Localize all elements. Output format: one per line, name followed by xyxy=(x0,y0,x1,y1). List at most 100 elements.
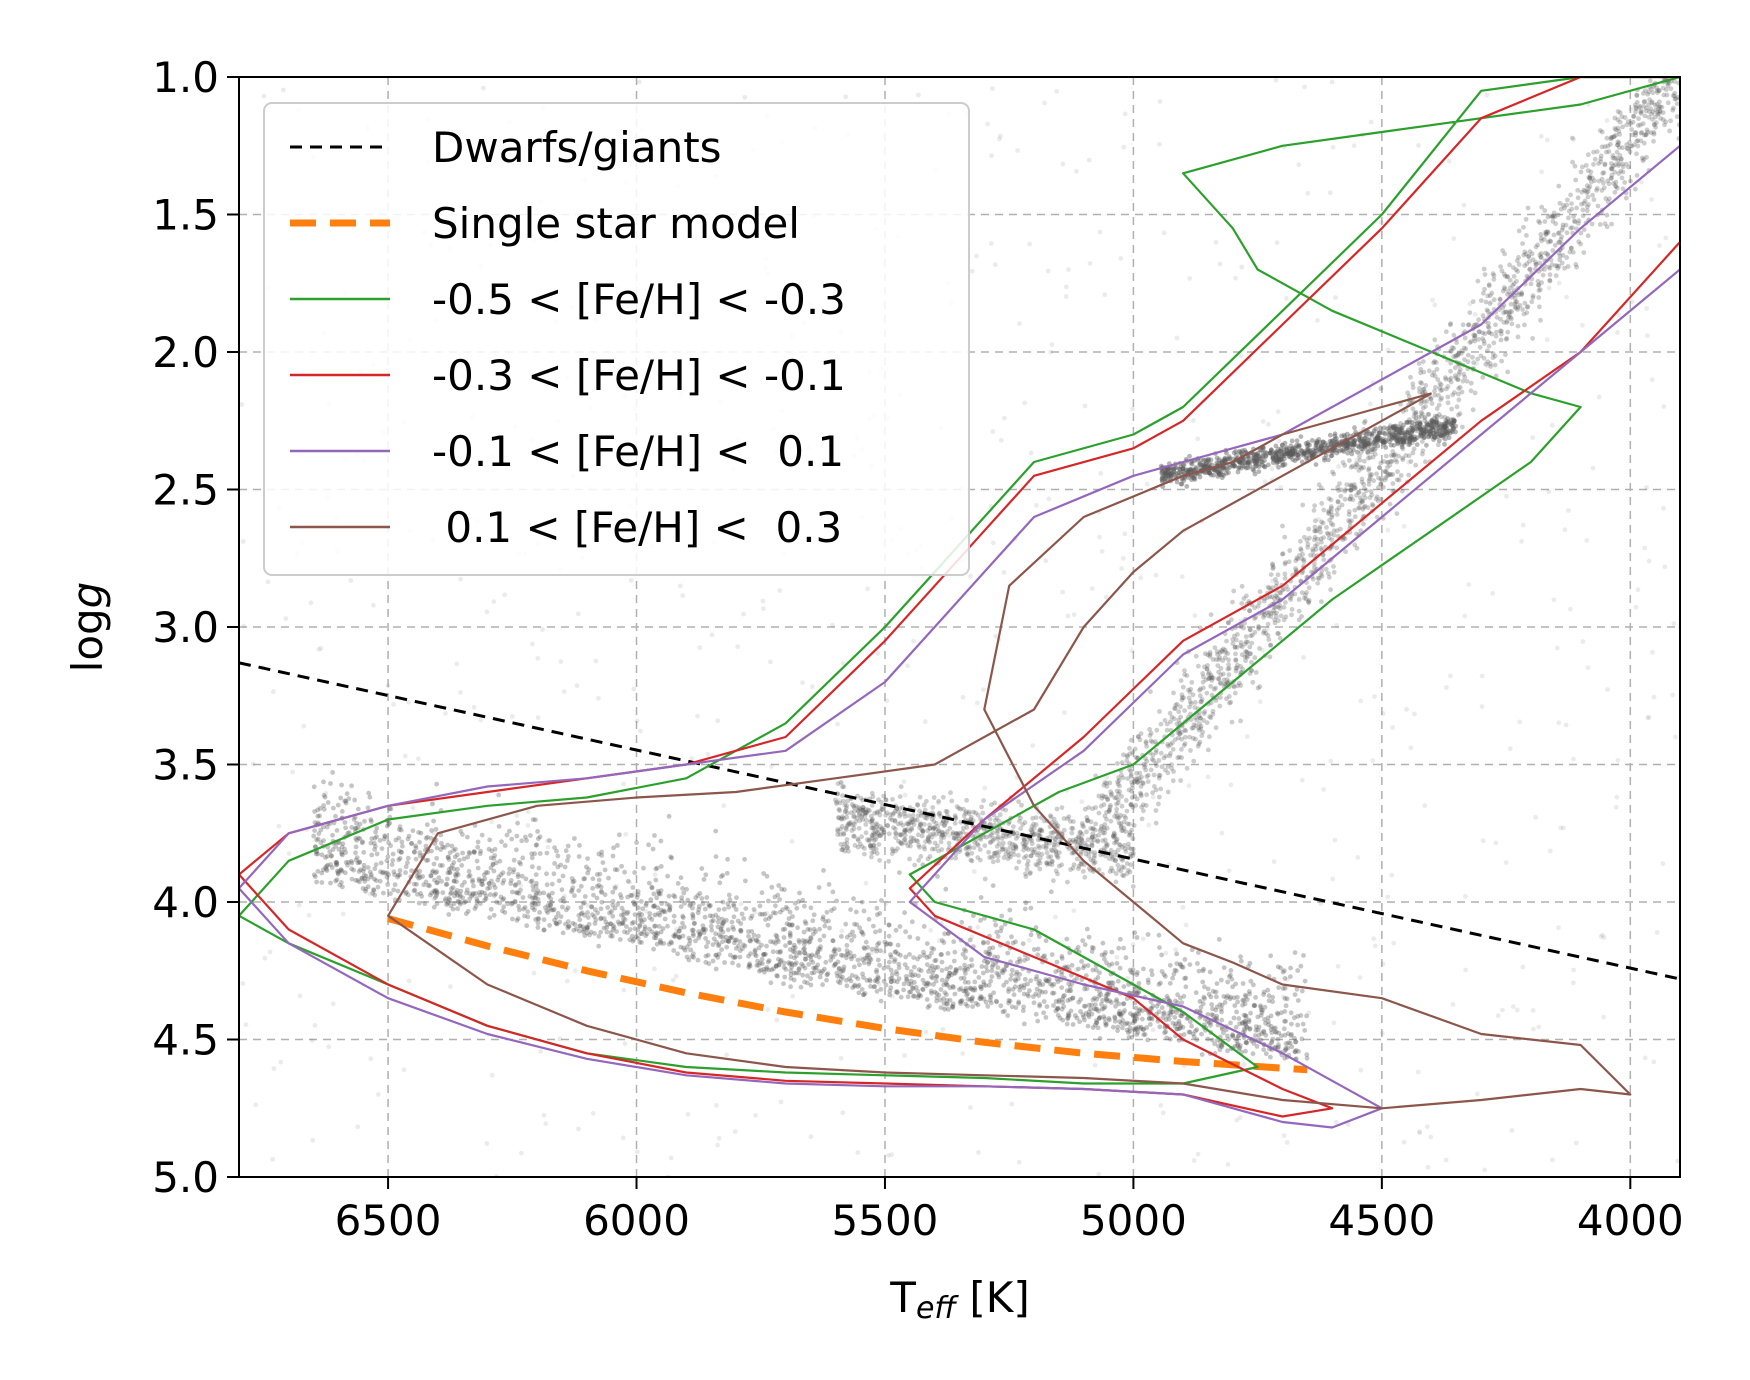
scatter-point xyxy=(830,938,835,943)
scatter-point xyxy=(1115,961,1120,966)
scatter-point xyxy=(1209,1012,1214,1017)
scatter-point xyxy=(1371,478,1376,483)
scatter-point xyxy=(1688,120,1693,125)
scatter-point xyxy=(1493,363,1498,368)
scatter-point xyxy=(1126,842,1131,847)
scatter-point xyxy=(355,855,360,860)
scatter-point xyxy=(680,914,685,919)
scatter-point xyxy=(1097,811,1102,816)
scatter-point xyxy=(731,927,736,932)
scatter-point xyxy=(1234,1010,1239,1015)
scatter-point xyxy=(570,876,575,881)
scatter-point xyxy=(1134,1032,1139,1037)
scatter-point xyxy=(1068,867,1073,872)
scatter-point xyxy=(1213,645,1218,650)
scatter-point xyxy=(700,896,705,901)
scatter-point xyxy=(996,965,1001,970)
scatter-point xyxy=(833,962,838,967)
scatter-point xyxy=(833,798,838,803)
scatter-point xyxy=(312,828,317,833)
scatter-point xyxy=(460,895,465,900)
scatter-point xyxy=(1111,1025,1116,1030)
scatter-point xyxy=(514,834,519,839)
scatter-point xyxy=(1289,1032,1294,1037)
scatter-point xyxy=(742,857,747,862)
scatter-point xyxy=(725,871,730,876)
scatter-point xyxy=(800,973,805,978)
scatter-point xyxy=(1086,854,1091,859)
scatter-point xyxy=(983,950,988,955)
scatter-point xyxy=(941,819,946,824)
scatter-point xyxy=(455,906,460,911)
scatter-point xyxy=(1299,1013,1304,1018)
scatter-point xyxy=(1126,868,1131,873)
scatter-point xyxy=(709,919,714,924)
scatter-point xyxy=(1667,71,1672,76)
scatter-point xyxy=(1093,834,1098,839)
scatter-point xyxy=(1162,756,1167,761)
scatter-point xyxy=(693,895,698,900)
scatter-point xyxy=(679,875,684,880)
scatter-point xyxy=(565,858,570,863)
scatter-point xyxy=(757,969,762,974)
scatter-point xyxy=(808,935,813,940)
scatter-point xyxy=(361,850,366,855)
scatter-point xyxy=(572,893,577,898)
scatter-point xyxy=(850,930,855,935)
scatter-point xyxy=(915,839,920,844)
scatter-point xyxy=(314,852,319,857)
scatter-point xyxy=(558,863,563,868)
scatter-point xyxy=(1353,514,1358,519)
scatter-point xyxy=(1395,511,1400,516)
scatter-point xyxy=(1067,989,1072,994)
scatter-point xyxy=(999,914,1004,919)
scatter-point xyxy=(1051,1003,1056,1008)
scatter-point xyxy=(877,842,882,847)
scatter-point xyxy=(857,925,862,930)
scatter-point xyxy=(1179,678,1184,683)
scatter-point xyxy=(774,973,779,978)
scatter-point xyxy=(1114,807,1119,812)
scatter-point xyxy=(829,954,834,959)
scatter-point xyxy=(1552,233,1557,238)
scatter-point xyxy=(1082,875,1087,880)
scatter-point xyxy=(1344,482,1349,487)
scatter-point xyxy=(1670,108,1675,113)
scatter-point xyxy=(398,873,403,878)
scatter-point xyxy=(1282,1009,1287,1014)
scatter-point xyxy=(343,820,348,825)
scatter-point xyxy=(1174,952,1179,957)
scatter-point xyxy=(1197,714,1202,719)
scatter-point xyxy=(688,938,693,943)
scatter-point xyxy=(726,927,731,932)
scatter-point xyxy=(1129,970,1134,975)
scatter-point xyxy=(809,983,814,988)
scatter-point xyxy=(1530,336,1535,341)
scatter-point xyxy=(870,803,875,808)
scatter-point xyxy=(993,923,998,928)
scatter-point xyxy=(773,903,778,908)
scatter-point xyxy=(961,807,966,812)
scatter-point xyxy=(924,799,929,804)
scatter-point xyxy=(777,897,782,902)
scatter-point xyxy=(1469,388,1474,393)
scatter-point xyxy=(1250,680,1255,685)
scatter-point xyxy=(1297,617,1302,622)
scatter-point xyxy=(940,978,945,983)
scatter-point xyxy=(652,892,657,897)
scatter-point xyxy=(1319,599,1324,604)
scatter-point xyxy=(498,859,503,864)
scatter-point xyxy=(740,912,745,917)
scatter-point xyxy=(1134,972,1139,977)
scatter-point xyxy=(451,860,456,865)
scatter-point xyxy=(647,915,652,920)
scatter-point xyxy=(1137,981,1142,986)
scatter-point xyxy=(480,833,485,838)
scatter-point xyxy=(877,963,882,968)
scatter-point xyxy=(1524,233,1529,238)
scatter-point xyxy=(839,847,844,852)
scatter-point xyxy=(1137,776,1142,781)
scatter-point xyxy=(782,887,787,892)
scatter-point xyxy=(641,866,646,871)
scatter-point xyxy=(1238,664,1243,669)
